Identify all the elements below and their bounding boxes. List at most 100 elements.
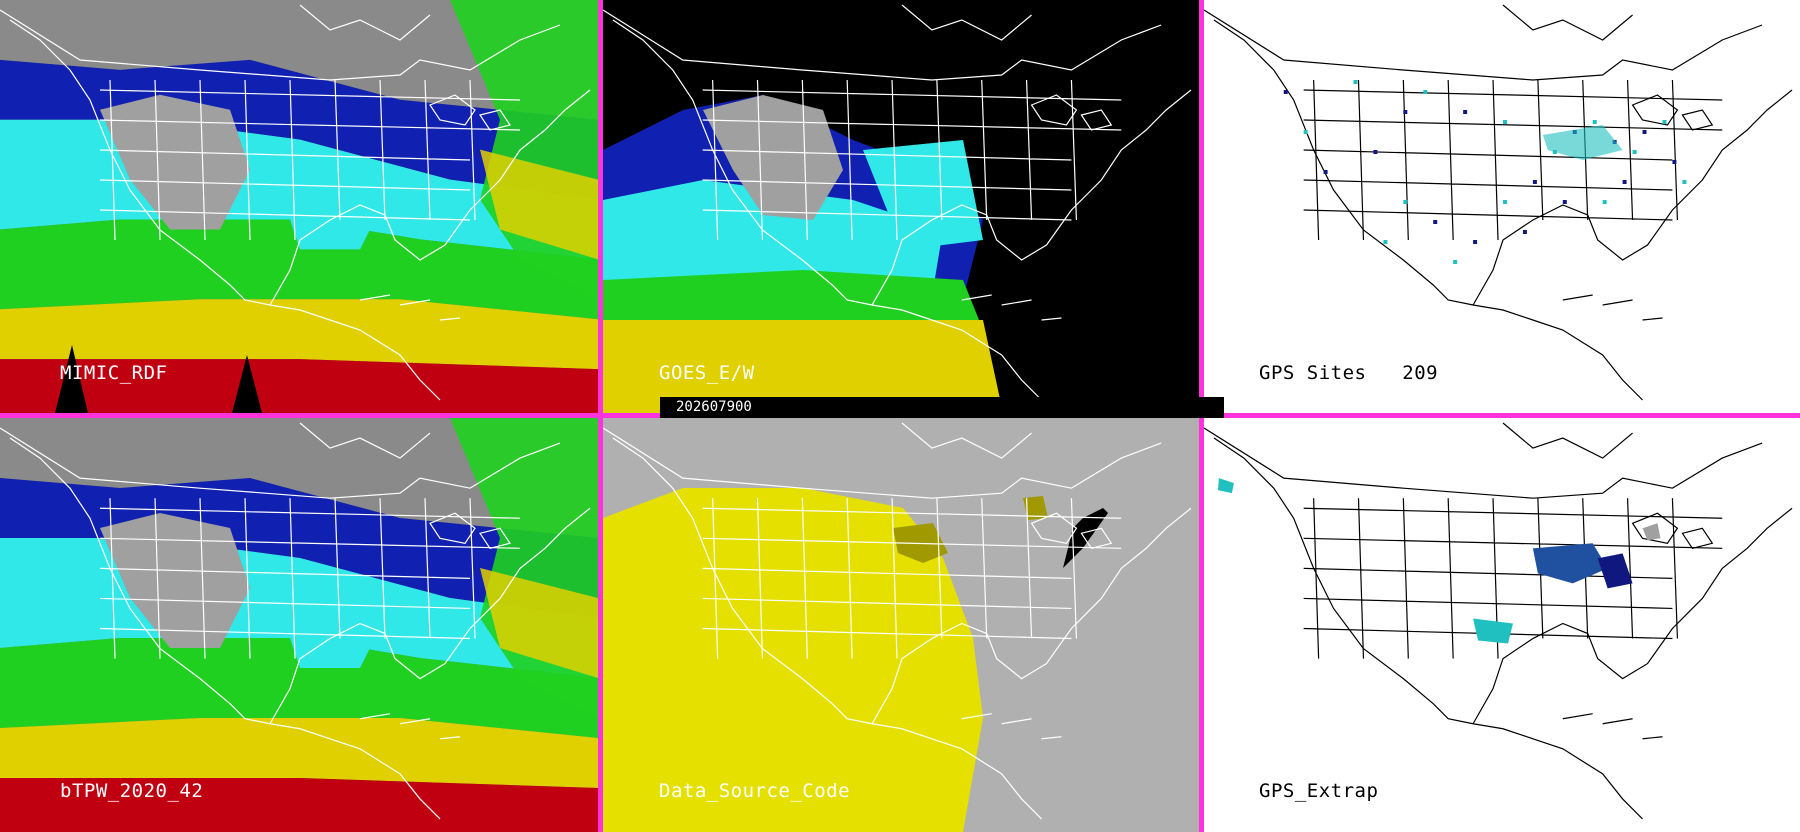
- panel-goes-ew: GOES_E/W: [603, 0, 1199, 413]
- gps-sites-map: [1204, 0, 1800, 413]
- tpw-map-goes: [603, 0, 1199, 413]
- great-lakes: [1030, 512, 1113, 550]
- goes-cyan: [603, 180, 943, 300]
- gps-site-marker: [1403, 200, 1408, 204]
- caribbean-islands: [1562, 294, 1663, 321]
- tpw-field: [0, 418, 598, 832]
- goes-gulf: [863, 140, 983, 250]
- extrap-mid-atlantic: [1597, 553, 1633, 589]
- gps-points: [1217, 478, 1661, 644]
- tpw-field: [0, 0, 598, 413]
- gps-site-marker: [1532, 180, 1537, 184]
- state-borders: [702, 79, 1122, 241]
- panel-btpw: bTPW_2020_42: [0, 418, 598, 832]
- marker-triangle: [55, 345, 88, 413]
- great-lakes: [1631, 512, 1714, 550]
- panel-label-goes: GOES_E/W: [659, 362, 755, 384]
- panel-label-gps-sites: GPS Sites 209: [1259, 362, 1439, 384]
- gps-site-marker: [1672, 160, 1677, 164]
- caribbean-islands: [961, 713, 1062, 740]
- panel-mimic-rdf: MIMIC_RDF: [0, 0, 598, 413]
- canada-outline: [0, 422, 561, 499]
- gps-site-marker: [1682, 180, 1687, 184]
- map-outline: [603, 422, 1192, 820]
- band-yellow: [0, 299, 598, 370]
- great-lakes: [1030, 94, 1113, 131]
- dry-west-plateau: [100, 513, 250, 648]
- timestamp-bar: 202607900: [660, 397, 1224, 418]
- panel-data-source-code: Data_Source_Code: [603, 418, 1199, 832]
- dsc-olive-ne: [1023, 496, 1048, 520]
- canada-outline: [0, 4, 561, 81]
- goes-yellow: [603, 320, 1003, 413]
- coastline: [1213, 437, 1793, 820]
- panel-gps-sites: GPS Sites 209: [1204, 0, 1800, 413]
- extrap-ohio-valley: [1532, 543, 1608, 584]
- gps-site-marker: [1283, 90, 1288, 94]
- gulf-cyan: [280, 179, 380, 250]
- gps-site-marker: [1622, 180, 1627, 184]
- band-green: [0, 219, 598, 320]
- atlantic-yellow: [480, 149, 598, 260]
- caribbean-islands: [1562, 713, 1663, 740]
- map-background: [1204, 0, 1800, 413]
- extrap-pacific-nw: [1217, 478, 1234, 494]
- atlantic-yellow: [480, 568, 598, 678]
- gps-site-marker: [1502, 200, 1507, 204]
- state-borders: [99, 79, 521, 241]
- canada-outline: [603, 422, 1162, 499]
- gps-site-marker: [1423, 90, 1428, 94]
- gps-site-marker: [1303, 130, 1308, 134]
- panel-label-data-source: Data_Source_Code: [659, 780, 851, 802]
- gps-site-marker: [1602, 200, 1607, 204]
- great-lakes: [429, 512, 511, 550]
- canada-outline: [1204, 422, 1763, 499]
- gps-site-marker: [1373, 150, 1378, 154]
- extrap-new-england: [1642, 523, 1661, 541]
- panel-label-mimic: MIMIC_RDF: [60, 362, 168, 384]
- band-blue: [0, 59, 598, 200]
- great-lakes: [1631, 94, 1714, 131]
- map-outline: [603, 4, 1192, 401]
- gps-points: [1283, 80, 1687, 264]
- state-borders: [702, 498, 1122, 659]
- map-outline: [0, 422, 591, 820]
- gps-site-marker: [1502, 120, 1507, 124]
- gps-site-marker: [1473, 240, 1478, 244]
- extrap-gulf-coast: [1473, 618, 1513, 644]
- great-lakes: [429, 94, 511, 131]
- marker-triangle: [232, 355, 262, 413]
- gps-site-marker: [1403, 110, 1408, 114]
- map-outline: [0, 4, 591, 401]
- gps-site-marker: [1552, 150, 1557, 154]
- gps-cluster-ohio: [1542, 125, 1623, 160]
- band-red: [0, 778, 598, 832]
- panel-gps-extrap: GPS_Extrap: [1204, 418, 1800, 832]
- coastline: [9, 437, 591, 820]
- data-source-map: [603, 418, 1199, 832]
- band-blue: [0, 478, 598, 618]
- goes-field: [603, 95, 1003, 413]
- canada-outline: [603, 4, 1162, 81]
- panel-label-btpw: bTPW_2020_42: [60, 780, 204, 802]
- gps-site-marker: [1562, 200, 1567, 204]
- tpw-map-mimic: [0, 0, 598, 413]
- goes-dry-west: [703, 95, 843, 220]
- panel-label-gps-extrap: GPS_Extrap: [1259, 780, 1379, 802]
- gps-site-marker: [1383, 240, 1388, 244]
- dsc-missing-streak: [1063, 508, 1108, 568]
- gps-site-marker: [1433, 220, 1438, 224]
- gps-site-marker: [1453, 260, 1458, 264]
- gps-site-marker: [1463, 110, 1468, 114]
- gps-extrap-map: [1204, 418, 1800, 832]
- canada-outline: [1204, 4, 1763, 81]
- map-outline: [1204, 422, 1793, 820]
- gps-site-marker: [1632, 150, 1637, 154]
- band-green: [0, 638, 598, 738]
- gps-site-marker: [1353, 80, 1358, 84]
- gps-site-marker: [1592, 120, 1597, 124]
- mimic-markers: [55, 345, 262, 413]
- gps-site-marker: [1642, 130, 1647, 134]
- state-borders: [99, 498, 521, 659]
